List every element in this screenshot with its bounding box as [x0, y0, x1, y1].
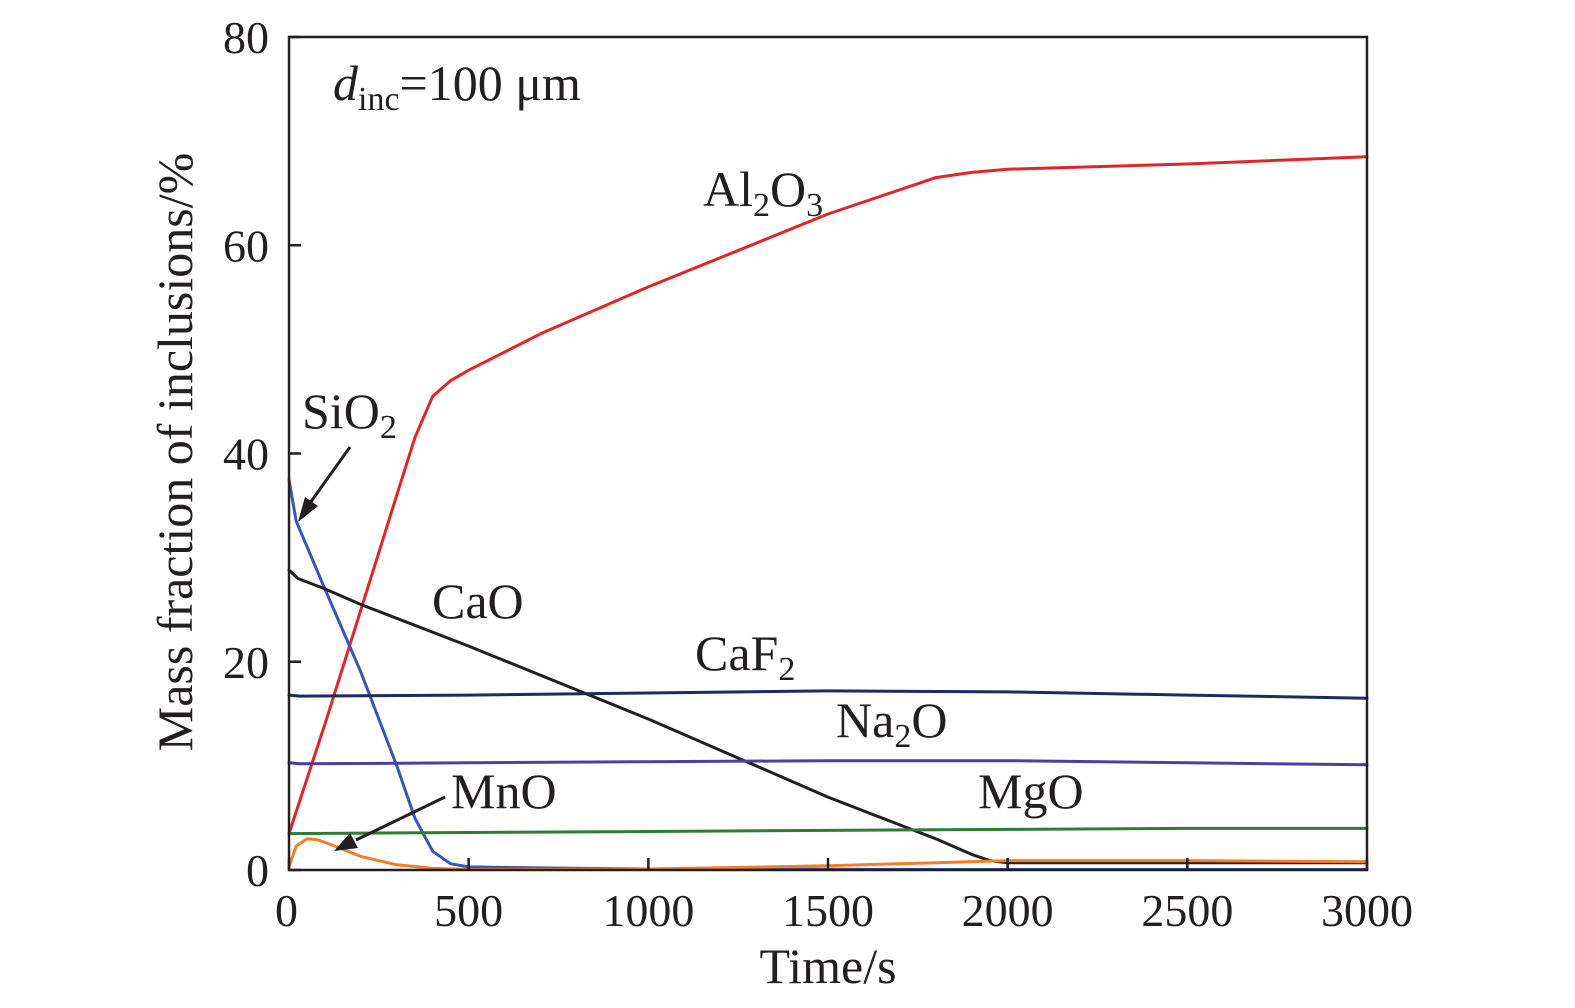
- x-tick-label: 1500: [782, 885, 874, 936]
- series-line-mno: [287, 837, 1369, 871]
- y-tick-label: 40: [223, 429, 269, 480]
- diameter-annotation: dinc=100 μm: [333, 55, 581, 118]
- x-tick-label: 2000: [962, 885, 1054, 936]
- y-tick-label: 0: [246, 845, 269, 896]
- series-label-na2o: Na2O: [836, 692, 947, 755]
- series-label-sio2: SiO2: [302, 383, 397, 446]
- sio2-arrow-shaft: [308, 446, 352, 504]
- series-label-mno: MnO: [451, 763, 557, 819]
- x-tick-label: 2500: [1141, 885, 1233, 936]
- labels-layer: Al2O3 SiO2 CaO CaF2 Na2O MgO MnO: [302, 161, 1084, 819]
- y-tick-label: 20: [223, 637, 269, 688]
- mno-arrow-head: [334, 833, 358, 851]
- x-tick-label: 0: [275, 885, 298, 936]
- series-line-na2o: [287, 759, 1369, 767]
- series-line-al2o3: [287, 155, 1369, 836]
- series-label-al2o3: Al2O3: [703, 161, 823, 224]
- series-label-cao: CaO: [432, 573, 524, 629]
- ticks-layer: 0 500 1000 1500 2000 2500 3000 0 20 40 60 80: [223, 12, 1413, 936]
- series-label-caf2: CaF2: [695, 625, 795, 688]
- x-tick-label: 1000: [602, 885, 694, 936]
- x-axis-title: Time/s: [759, 938, 896, 994]
- y-tick-label: 60: [223, 220, 269, 271]
- x-tick-label: 500: [434, 885, 503, 936]
- mno-arrow-shaft: [355, 795, 446, 842]
- y-tick-label: 80: [223, 12, 269, 63]
- sio2-arrow-head: [298, 497, 318, 522]
- series-layer: [287, 155, 1369, 871]
- series-line-mgo: [287, 826, 1369, 836]
- x-tick-label: 3000: [1321, 885, 1413, 936]
- y-axis-title: Mass fraction of inclusions/%: [147, 153, 203, 752]
- series-line-caf2: [287, 689, 1369, 700]
- series-label-mgo: MgO: [978, 763, 1084, 819]
